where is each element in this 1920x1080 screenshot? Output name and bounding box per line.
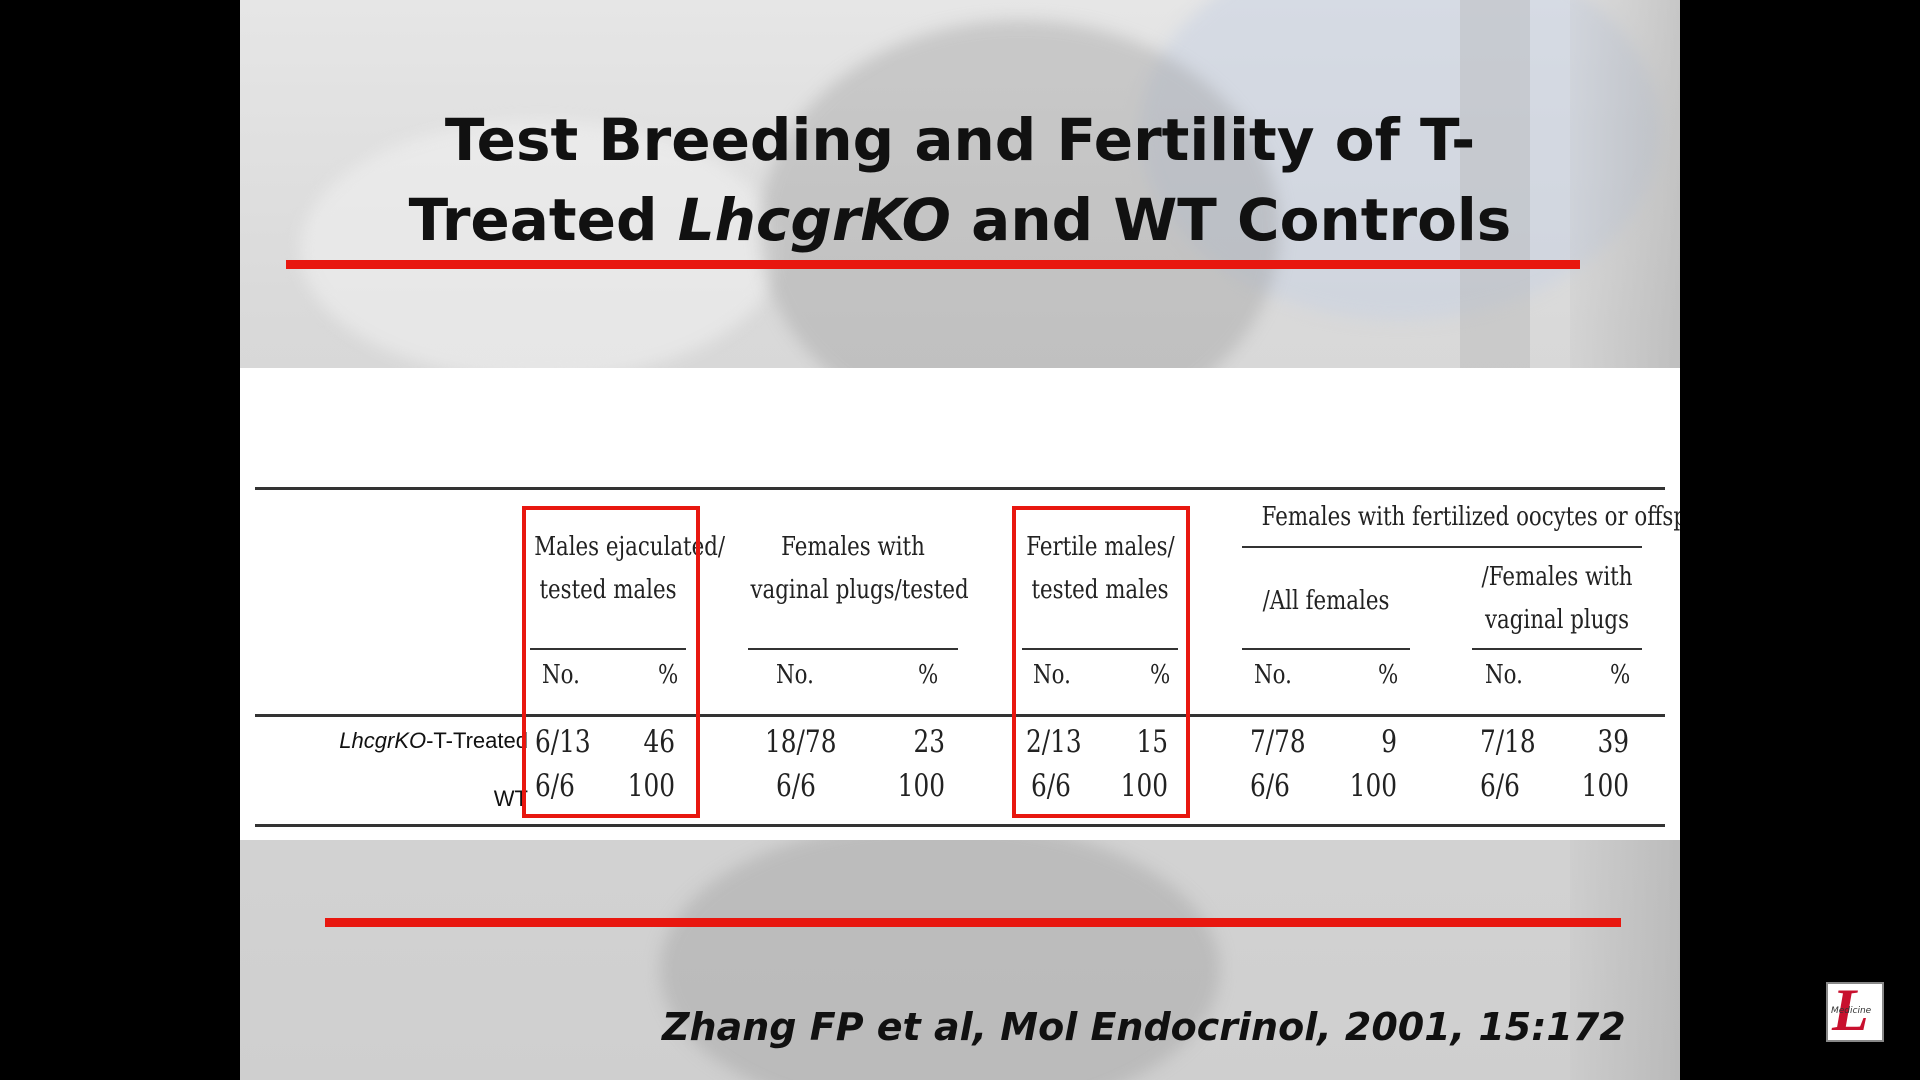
cell-value: 100 xyxy=(627,768,675,804)
cell-value: 100 xyxy=(1581,768,1629,804)
cell-value: 2/13 xyxy=(1026,724,1082,760)
bottom-rule xyxy=(325,918,1621,927)
cell-value: 6/6 xyxy=(1031,768,1071,804)
cell-value: 39 xyxy=(1597,724,1629,760)
cell-value: 6/6 xyxy=(1480,768,1520,804)
header-fertile-males: Fertile males/ tested males xyxy=(1026,526,1175,612)
header-females-plugs: Females with vaginal plugs/tested xyxy=(750,526,969,612)
cell-value: 15 xyxy=(1136,724,1168,760)
logo-letter: L xyxy=(1832,977,1869,1043)
group-underline xyxy=(1022,648,1178,650)
row-label-text: -T-Treated xyxy=(426,728,528,753)
row-label-gene: LhcgrKO xyxy=(339,728,427,753)
group-underline xyxy=(1242,546,1642,548)
title-gene-name: LhcgrKO xyxy=(677,186,951,254)
highlight-box-fertile-males xyxy=(1012,506,1190,818)
header-line: vaginal plugs/tested xyxy=(750,575,969,605)
cell-value: 23 xyxy=(913,724,945,760)
subheader-pct: % xyxy=(1150,660,1171,690)
subheader-no: No. xyxy=(542,660,580,690)
header-line: /Females with xyxy=(1481,562,1633,592)
cell-value: 6/6 xyxy=(1250,768,1290,804)
table-panel: Males ejaculated/ tested males Females w… xyxy=(240,368,1680,840)
group-underline xyxy=(1242,648,1410,650)
cell-value: 7/78 xyxy=(1250,724,1306,760)
slide: Test Breeding and Fertility of T- Treate… xyxy=(240,0,1680,1080)
title-text: and WT Controls xyxy=(950,186,1512,254)
group-underline xyxy=(748,648,958,650)
table-header-rule xyxy=(255,714,1665,717)
cell-value: 18/78 xyxy=(765,724,837,760)
cell-value: 100 xyxy=(1349,768,1397,804)
cell-value: 100 xyxy=(897,768,945,804)
title-text: Treated xyxy=(408,186,678,254)
cell-value: 46 xyxy=(643,724,675,760)
cell-value: 6/6 xyxy=(776,768,816,804)
header-line: Females with xyxy=(781,532,925,562)
row-label-wt: WT xyxy=(240,786,528,812)
cell-value: 6/13 xyxy=(535,724,591,760)
cell-value: 9 xyxy=(1381,724,1397,760)
subheader-no: No. xyxy=(1033,660,1071,690)
cell-value: 6/6 xyxy=(535,768,575,804)
header-line: tested males xyxy=(539,575,677,605)
slide-title: Test Breeding and Fertility of T- Treate… xyxy=(240,100,1680,260)
header-line: tested males xyxy=(1031,575,1169,605)
cell-value: 100 xyxy=(1120,768,1168,804)
subheader-pct: % xyxy=(1378,660,1399,690)
background-statue xyxy=(660,820,1220,1080)
table-bottom-rule xyxy=(255,824,1665,827)
background-column xyxy=(1460,0,1530,420)
logo: L Medicine xyxy=(1826,977,1884,1043)
title-underline xyxy=(286,260,1580,269)
subheader-no: No. xyxy=(1254,660,1292,690)
row-label-lhcgrko: LhcgrKO-T-Treated xyxy=(240,728,528,754)
table-top-rule xyxy=(255,487,1665,490)
subheader-no: No. xyxy=(776,660,814,690)
highlight-box-males-ejaculated xyxy=(522,506,700,818)
header-all-females: /All females xyxy=(1262,586,1390,616)
group-underline xyxy=(1472,648,1642,650)
cell-value: 7/18 xyxy=(1480,724,1536,760)
group-underline xyxy=(530,648,686,650)
header-females-with-plugs: /Females with vaginal plugs xyxy=(1475,556,1639,642)
subheader-no: No. xyxy=(1485,660,1523,690)
subheader-pct: % xyxy=(658,660,679,690)
subheader-pct: % xyxy=(918,660,939,690)
title-line-2: Treated LhcgrKO and WT Controls xyxy=(240,180,1680,260)
logo-word: Medicine xyxy=(1831,1006,1872,1016)
header-line: vaginal plugs xyxy=(1484,605,1630,635)
subheader-pct: % xyxy=(1610,660,1631,690)
background-cloud xyxy=(300,120,780,380)
header-females-fertilized: Females with fertilized oocytes or offsp… xyxy=(1261,502,1680,532)
header-line: Fertile males/ xyxy=(1026,532,1175,562)
citation: Zhang FP et al, Mol Endocrinol, 2001, 15… xyxy=(662,1005,1626,1049)
title-line-1: Test Breeding and Fertility of T- xyxy=(444,106,1476,174)
